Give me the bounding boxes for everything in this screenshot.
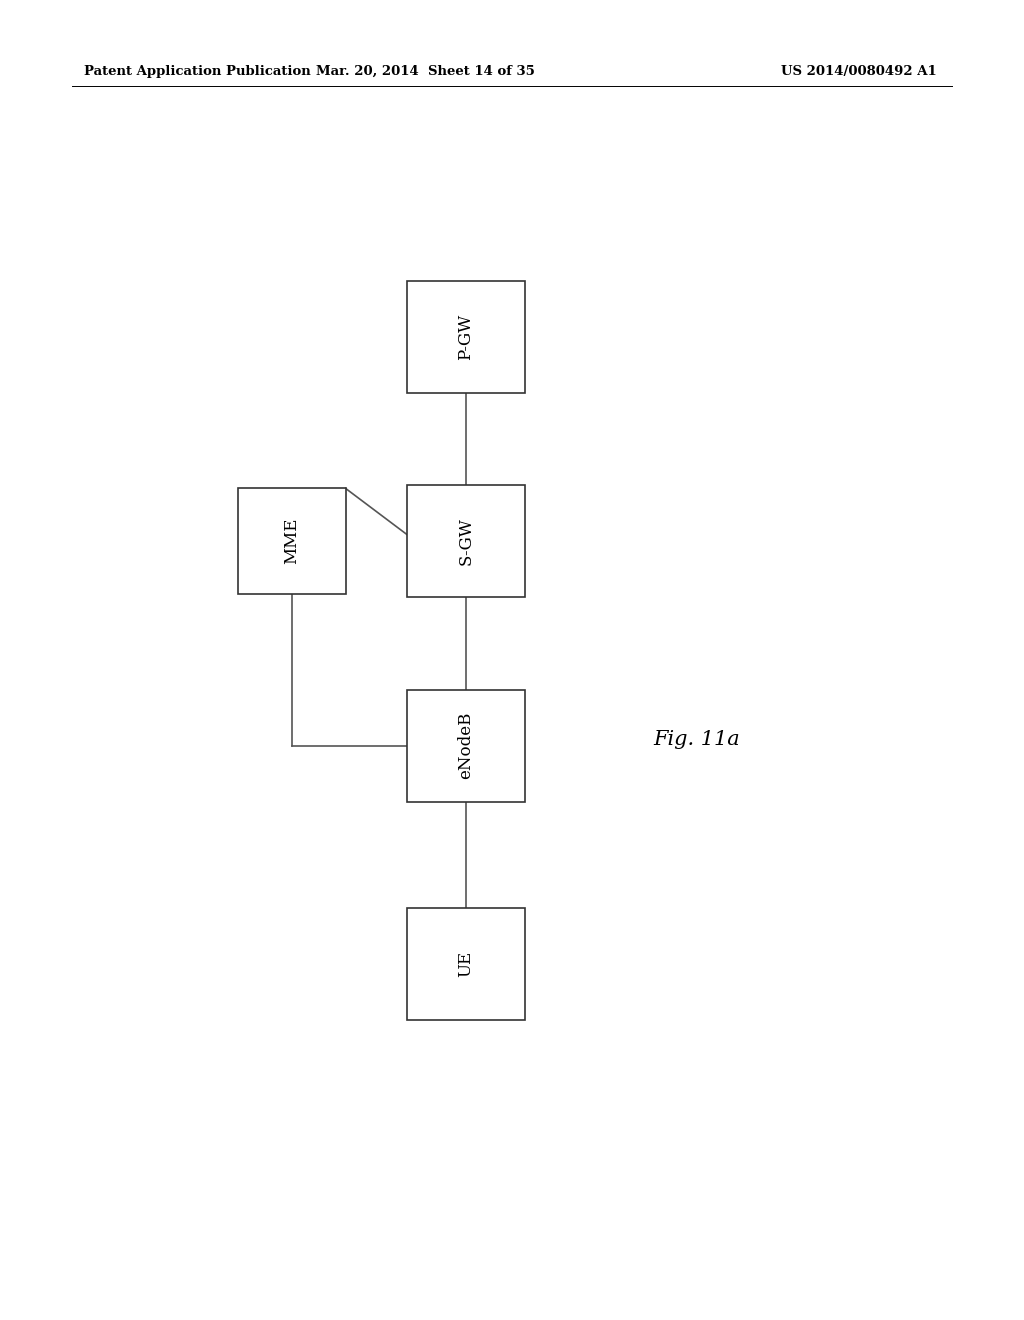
Bar — [408, 281, 525, 393]
Text: US 2014/0080492 A1: US 2014/0080492 A1 — [781, 65, 937, 78]
Text: UE: UE — [458, 950, 474, 977]
Bar — [408, 689, 525, 801]
Text: Fig. 11a: Fig. 11a — [653, 730, 739, 748]
Bar — [408, 486, 525, 597]
Text: Patent Application Publication: Patent Application Publication — [84, 65, 310, 78]
Text: Mar. 20, 2014  Sheet 14 of 35: Mar. 20, 2014 Sheet 14 of 35 — [315, 65, 535, 78]
Text: S-GW: S-GW — [458, 517, 474, 565]
Text: MME: MME — [284, 517, 300, 565]
Bar — [408, 908, 525, 1019]
Bar — [238, 488, 345, 594]
Text: eNodeB: eNodeB — [458, 711, 474, 780]
Text: P-GW: P-GW — [458, 313, 474, 360]
